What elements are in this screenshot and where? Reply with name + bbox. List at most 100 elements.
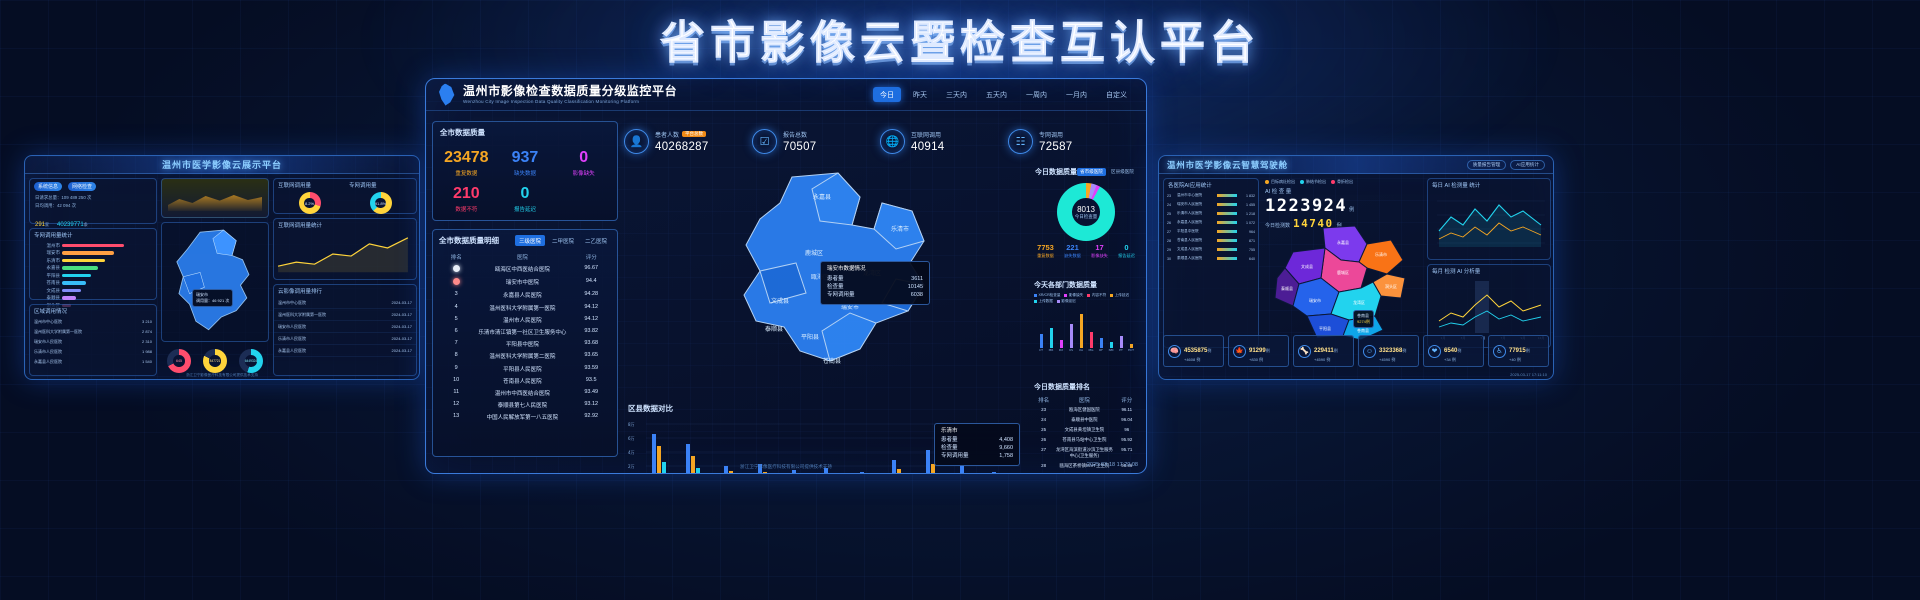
today-stat-0: 7753 重复数据: [1032, 243, 1059, 259]
table-row[interactable]: 27 龙湾区海滨街道沙滨卫生服务中心(卫生服务) 95.71: [1030, 445, 1142, 461]
list-item[interactable]: 温州市中心医院 2024-03-17: [274, 297, 416, 309]
detail-tab-0[interactable]: 三级医院: [514, 235, 545, 246]
table-row[interactable]: 8 温州医科大学附属第二医院 93.65: [433, 350, 617, 362]
table-row[interactable]: 13 中国人民解放军第一八五医院 92.92: [433, 411, 617, 423]
table-row[interactable]: 7 平阳县中医院 93.68: [433, 338, 617, 350]
list-item[interactable]: 27 平阳县中医院 964: [1164, 227, 1258, 236]
table-row[interactable]: 25 文成县黄坦镇卫生院 96: [1030, 425, 1142, 435]
date-filter-group[interactable]: 今日 昨天 三天内 五天内 一周内 一月内 自定义: [873, 87, 1134, 102]
bottom-donut-2: [203, 349, 227, 373]
today-tab-0[interactable]: 省市级医院: [1077, 168, 1107, 176]
detail-table-tabs[interactable]: 三级医院 二甲医院 二乙医院: [514, 235, 611, 246]
detail-table-body: 瓯海区中西医结合医院 96.67 瑞安市中医院 94.4 3 永嘉县人民医院 94.28 4 温…: [433, 263, 617, 423]
ai-stats-button[interactable]: AI应用统计: [1510, 159, 1545, 170]
quality-report-button[interactable]: 质量报告管理: [1466, 159, 1507, 170]
row-score-8: 93.59: [584, 364, 599, 371]
bar-label-2: 乐清市: [46, 257, 61, 263]
ll-val-1: 2 874: [141, 329, 152, 334]
wenzhou-map-left[interactable]: [162, 223, 268, 341]
list-item[interactable]: 温州医科大学附属第一医院 2024-03-17: [274, 309, 416, 321]
list-item[interactable]: 23 温州市中心医院 1 832: [1164, 191, 1258, 200]
table-row[interactable]: 5 温州市人民医院 94.12: [433, 314, 617, 326]
detail-tab-2[interactable]: 二乙医院: [584, 238, 607, 245]
kpi-4[interactable]: ❤ 6540例 +34 例: [1423, 335, 1484, 367]
kpi-5[interactable]: ♿ 77915例 +40 例: [1488, 335, 1549, 367]
filter-4[interactable]: 一周内: [1026, 91, 1047, 99]
today-donut-wrap: 8013 今日检查量: [1057, 183, 1115, 241]
center-timestamp: 2025-03-18 17:29:08: [1086, 462, 1138, 468]
modality-legend-1: 影像缺失: [1064, 293, 1083, 298]
bar-tip-k-2: 专网调用量: [941, 452, 969, 459]
list-item[interactable]: 25 乐清市人民医院 1 218: [1164, 209, 1258, 218]
list-item[interactable]: 24 瑞安市人民医院 1 455: [1164, 200, 1258, 209]
left-rank-panel: 专网调用量统计 温州市瑞安市乐清市永嘉县平阳县苍南县文成县泰顺县洞头区: [29, 228, 157, 308]
kpi-0[interactable]: 🧠 4535875例 +4608 例: [1163, 335, 1224, 367]
list-item[interactable]: 永嘉县人民医院 2024-03-17: [274, 345, 416, 357]
quality-cell-4: 0 报告延迟: [496, 181, 555, 217]
table-row[interactable]: 瑞安市中医院 94.4: [433, 276, 617, 289]
sidebar-item-network-check[interactable]: 网络检查: [68, 182, 97, 191]
kpi-2[interactable]: 🦴 229411例 +4590 例: [1293, 335, 1354, 367]
filter-5[interactable]: 一月内: [1066, 91, 1087, 99]
map-label-lucheng: 鹿城区: [805, 249, 823, 257]
list-item[interactable]: 29 文成县人民医院 755: [1164, 245, 1258, 254]
table-row[interactable]: 4 温州医科大学附属第一医院 94.12: [433, 302, 617, 314]
today-stat-label-3: 报告延迟: [1118, 253, 1135, 258]
ai-headline-label2: AI 检 查 量: [1265, 189, 1292, 195]
kpi-1[interactable]: 🍁 91299例 +830 例: [1228, 335, 1289, 367]
detail-tab-1[interactable]: 二甲医院: [551, 238, 574, 245]
table-row[interactable]: 23 瓯海区健国医院 96.11: [1030, 405, 1142, 415]
list-item[interactable]: 永嘉县人民医院 1 540: [30, 357, 156, 367]
table-row[interactable]: 9 平阳县人民医院 93.59: [433, 363, 617, 375]
table-row[interactable]: 26 苍南县马站中心卫生院 95.92: [1030, 435, 1142, 445]
table-row[interactable]: 3 永嘉县人民医院 94.28: [433, 289, 617, 301]
ll-val-4: 1 540: [141, 359, 152, 364]
list-item[interactable]: 瑞安市人民医院 2 310: [30, 337, 156, 347]
row-rank-10: 11: [453, 388, 460, 395]
filter-2[interactable]: 三天内: [946, 91, 967, 99]
stat-label-0: 患者人数 平台总数: [655, 130, 709, 139]
rl-rank-5: 28: [1167, 238, 1171, 243]
sidebar-item-system-info[interactable]: 系统信息: [34, 182, 63, 191]
table-row[interactable]: 瓯海区中西医结合医院 96.67: [433, 263, 617, 276]
map-tooltip: 瑞安市数据情况 患者量 3611 检查量 10145 专网调用量 6038: [820, 261, 930, 305]
table-row[interactable]: 11 温州市中西医结合医院 93.49: [433, 387, 617, 399]
table-row[interactable]: 6 乐清市清江镇第一社区卫生服务中心 93.82: [433, 326, 617, 338]
quality-value-0: 23478: [444, 149, 489, 166]
right-map-tip-title: 苍南县: [1357, 313, 1369, 318]
svg-text:瑞安市: 瑞安市: [1309, 297, 1321, 303]
row-rank-1: [439, 278, 473, 287]
today-panel-tabs[interactable]: 省市级医院 区县级医院: [1077, 168, 1137, 176]
list-item[interactable]: 乐清市人民医院 1 988: [30, 347, 156, 357]
right-kpi-row: 🧠 4535875例 +4608 例 🍁 91299例 +830 例 🦴 229411例 +45…: [1163, 335, 1549, 367]
list-item[interactable]: 温州医科大学附属第一医院 2 874: [30, 327, 156, 337]
table-row[interactable]: 28 瓯海区茶桥镇hsVT卫生院 95.66: [1030, 461, 1142, 471]
lq-date-1: 2024-03-17: [391, 311, 412, 317]
kpi-value-1: 91299: [1249, 348, 1266, 354]
row-rank-2: 3: [454, 291, 458, 298]
kpi-delta-5: +40 例: [1509, 357, 1521, 362]
filter-1[interactable]: 昨天: [913, 91, 927, 99]
kpi-3[interactable]: ☺ 3323368例 +4590 例: [1358, 335, 1419, 367]
today-tab-1[interactable]: 区县级医院: [1111, 169, 1134, 174]
list-item[interactable]: 28 苍南县人民医院 871: [1164, 236, 1258, 245]
list-item[interactable]: 温州市中心医院 3 210: [30, 317, 156, 327]
list-item[interactable]: 瑞安市人民医院 2024-03-17: [274, 321, 416, 333]
list-item[interactable]: 26 永嘉县人民医院 1 072: [1164, 218, 1258, 227]
donut-1-value: 8.2%: [304, 200, 315, 206]
list-item[interactable]: 乐清市人民医院 2024-03-17: [274, 333, 416, 345]
list-item[interactable]: 30 泰顺县人民医院 640: [1164, 254, 1258, 263]
kpi-unit-2: 例: [1333, 348, 1338, 353]
filter-0[interactable]: 今日: [873, 87, 901, 102]
center-header: 温州市影像检查数据质量分级监控平台 Wenzhou City Image Ins…: [426, 79, 1146, 111]
svg-text:XA: XA: [1079, 348, 1084, 352]
row-score-4: 94.12: [584, 315, 599, 322]
filter-6[interactable]: 自定义: [1106, 91, 1127, 99]
table-row[interactable]: 24 泰顺县中医院 96.04: [1030, 415, 1142, 425]
filter-3[interactable]: 五天内: [986, 91, 1007, 99]
table-row[interactable]: 10 苍南县人民医院 93.5: [433, 375, 617, 387]
svg-text:乐清市: 乐清市: [1375, 251, 1387, 257]
table-row[interactable]: 12 泰顺县第七人民医院 93.12: [433, 399, 617, 411]
bar-fill-0: [62, 243, 124, 248]
